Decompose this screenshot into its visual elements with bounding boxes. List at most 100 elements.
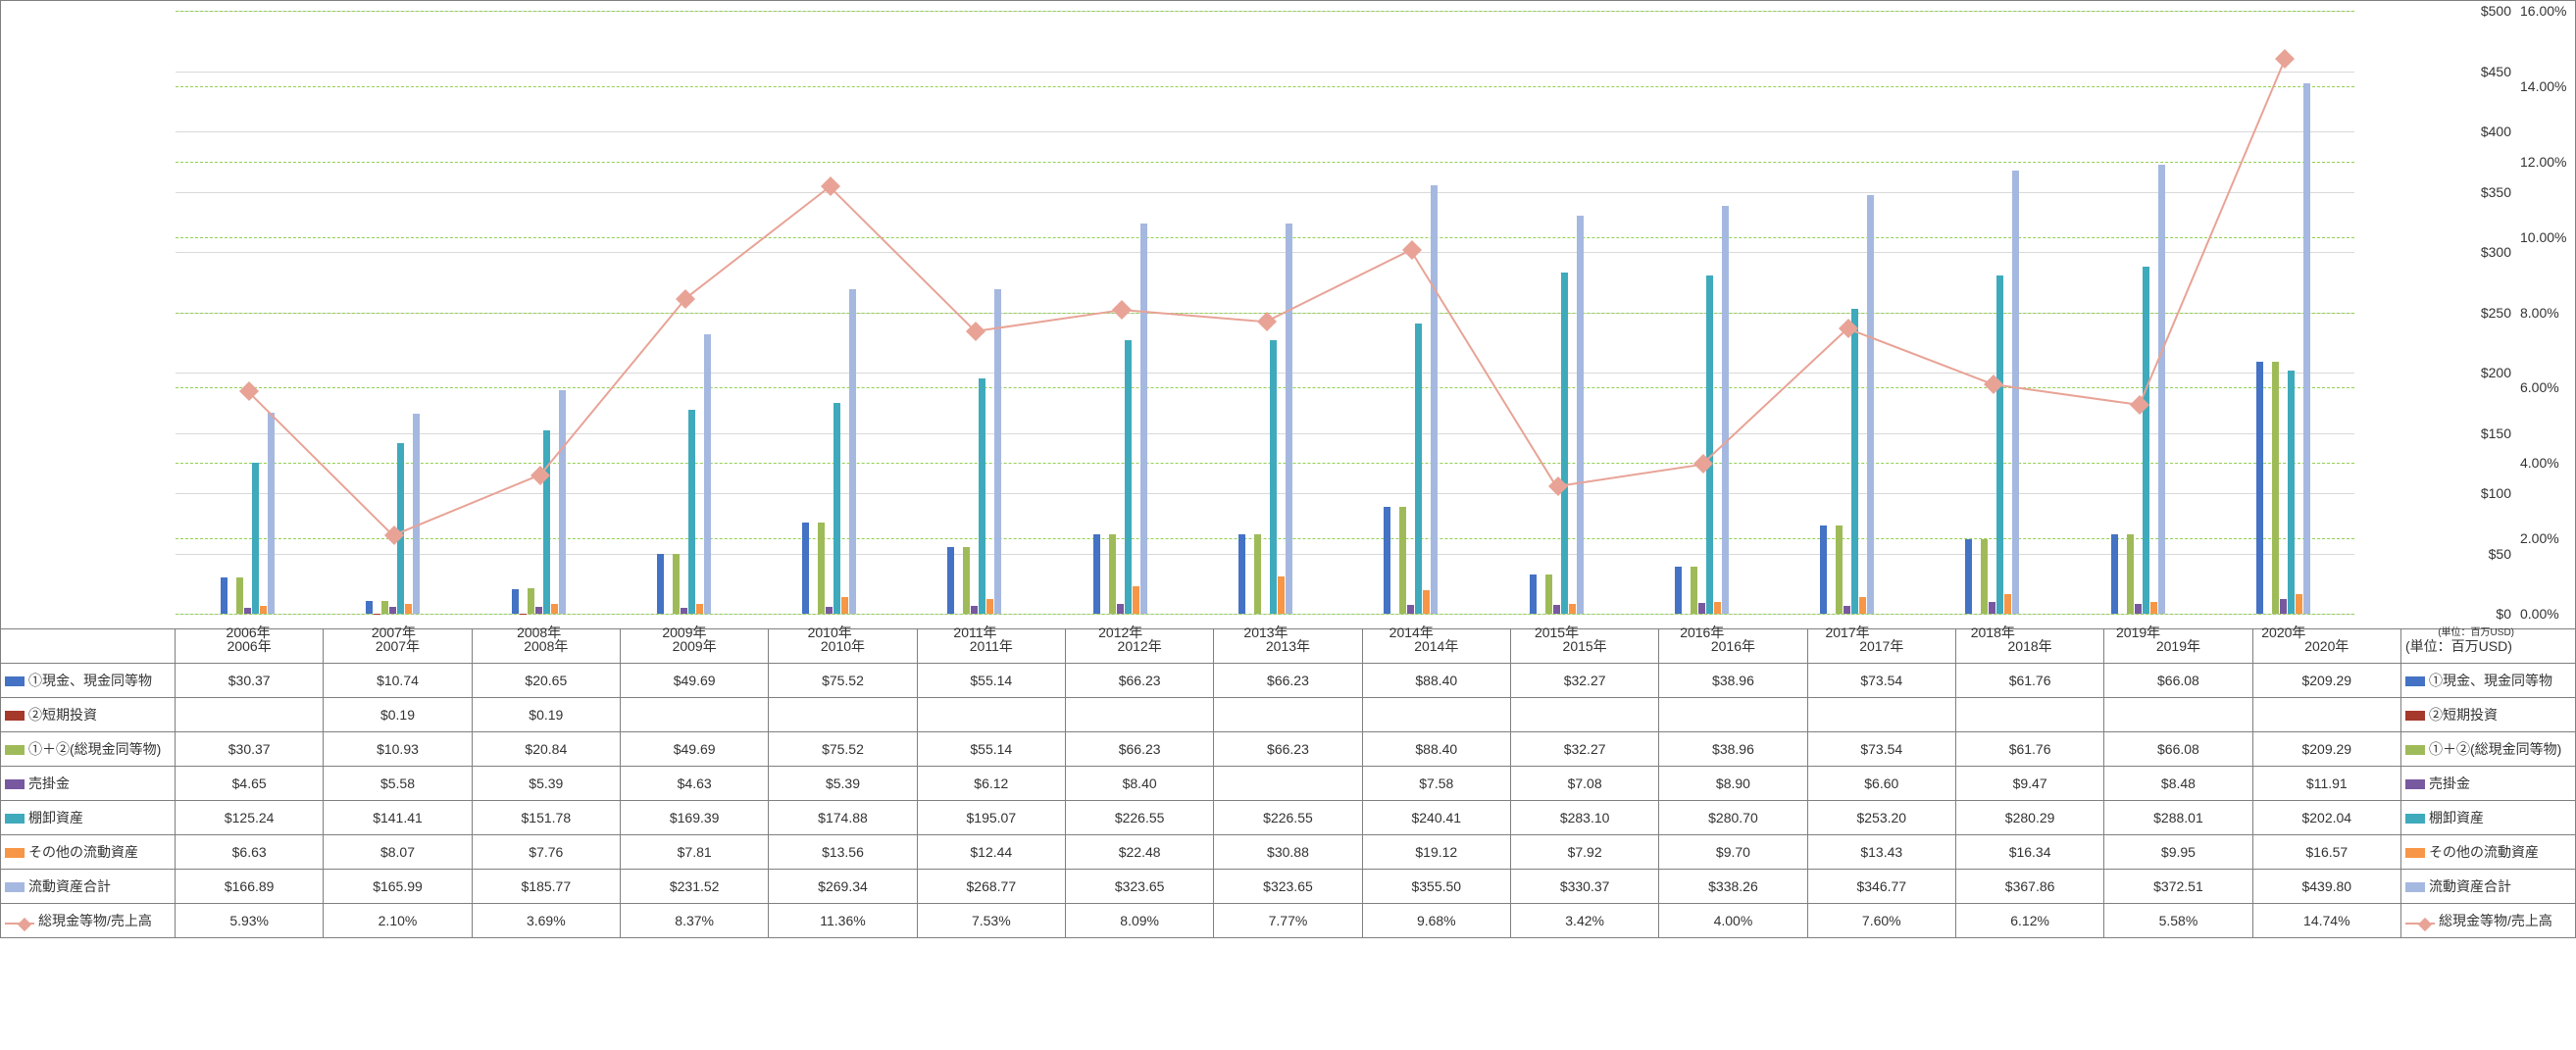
- bar-currenttotal: [704, 334, 711, 614]
- bar-inventory: [1996, 275, 2003, 614]
- bar-totalcash: [1254, 534, 1261, 614]
- bar-totalcash: [1399, 507, 1406, 614]
- row-header-shortinv: ②短期投資: [1, 698, 176, 732]
- table-cell: $323.65: [1065, 870, 1213, 904]
- bar-receivable: [1117, 604, 1124, 614]
- table-cell: $8.90: [1659, 767, 1807, 801]
- table-cell: $151.78: [472, 801, 620, 835]
- table-cell: $9.95: [2104, 835, 2252, 870]
- table-cell: 3.42%: [1510, 904, 1658, 938]
- x-axis-label: 2015年: [1484, 623, 1629, 642]
- table-cell: $288.01: [2104, 801, 2252, 835]
- bar-receivable: [826, 607, 833, 614]
- x-axis-label: 2008年: [467, 623, 612, 642]
- table-cell: [1214, 767, 1362, 801]
- ratio-marker: [2275, 50, 2295, 70]
- table-cell: [1214, 698, 1362, 732]
- table-cell: [1955, 698, 2103, 732]
- row-label: ②短期投資: [28, 707, 97, 723]
- table-cell: 4.00%: [1659, 904, 1807, 938]
- table-cell: $280.70: [1659, 801, 1807, 835]
- table-cell: [1065, 698, 1213, 732]
- table-cell: $372.51: [2104, 870, 2252, 904]
- bar-receivable: [389, 607, 396, 614]
- table-cell: [620, 698, 768, 732]
- bar-receivable: [1989, 602, 1995, 614]
- table-cell: 8.37%: [620, 904, 768, 938]
- bar-receivable: [1407, 605, 1414, 614]
- ratio-marker: [1112, 300, 1132, 320]
- table-cell: $6.63: [176, 835, 324, 870]
- table-cell: $9.70: [1659, 835, 1807, 870]
- bar-othercurrent: [1423, 590, 1430, 614]
- table-cell: $166.89: [176, 870, 324, 904]
- bar-receivable: [1698, 603, 1705, 614]
- row-label: 売掛金: [28, 775, 70, 791]
- table-cell: $323.65: [1214, 870, 1362, 904]
- bar-inventory: [1561, 273, 1568, 614]
- x-axis-label: 2009年: [612, 623, 757, 642]
- x-axis-labels: 2006年2007年2008年2009年2010年2011年2012年2013年…: [176, 628, 2354, 642]
- bar-inventory: [2288, 371, 2295, 615]
- row-label: 棚卸資産: [28, 810, 83, 825]
- x-axis-label: 2017年: [1775, 623, 1920, 642]
- table-cell: $346.77: [1807, 870, 1955, 904]
- table-cell: $13.56: [769, 835, 917, 870]
- row-label: 流動資産合計: [28, 878, 111, 894]
- bar-currenttotal: [994, 289, 1001, 614]
- y-axis-left: $0$50$100$150$200$250$300$350$400$450$50…: [2456, 11, 2515, 614]
- table-cell: [769, 698, 917, 732]
- bar-inventory: [397, 443, 404, 614]
- x-axis-label: 2007年: [321, 623, 466, 642]
- table-cell: $20.65: [472, 664, 620, 698]
- legend-totalcash: ①＋②(総現金同等物): [2401, 732, 2576, 767]
- table-cell: $11.91: [2252, 767, 2400, 801]
- bar-receivable: [1553, 605, 1560, 614]
- bar-inventory: [1415, 324, 1422, 614]
- bar-inventory: [252, 463, 259, 614]
- table-cell: $66.23: [1065, 732, 1213, 767]
- bar-cash: [1384, 507, 1390, 614]
- bar-othercurrent: [405, 604, 412, 614]
- row-header-ratio: 総現金等物/売上高: [1, 904, 176, 938]
- table-cell: $61.76: [1955, 732, 2103, 767]
- table-cell: $7.92: [1510, 835, 1658, 870]
- bar-othercurrent: [2296, 594, 2302, 614]
- table-cell: $8.40: [1065, 767, 1213, 801]
- bar-totalcash: [1981, 539, 1988, 614]
- bar-receivable: [244, 608, 251, 614]
- table-cell: $5.39: [472, 767, 620, 801]
- table-cell: 3.69%: [472, 904, 620, 938]
- bar-cash: [1238, 534, 1245, 614]
- bar-othercurrent: [986, 599, 993, 614]
- table-cell: [1362, 698, 1510, 732]
- table-cell: $8.48: [2104, 767, 2252, 801]
- bar-othercurrent: [1859, 597, 1866, 614]
- table-cell: $7.58: [1362, 767, 1510, 801]
- table-cell: $16.34: [1955, 835, 2103, 870]
- bar-cash: [947, 547, 954, 614]
- table-cell: $38.96: [1659, 664, 1807, 698]
- bar-currenttotal: [2012, 171, 2019, 614]
- bar-othercurrent: [551, 604, 558, 614]
- table-cell: $66.08: [2104, 664, 2252, 698]
- table-cell: $7.08: [1510, 767, 1658, 801]
- x-axis-label: 2006年: [176, 623, 321, 642]
- bar-cash: [2256, 362, 2263, 614]
- table-cell: 8.09%: [1065, 904, 1213, 938]
- table-cell: $12.44: [917, 835, 1065, 870]
- table-cell: $283.10: [1510, 801, 1658, 835]
- table-cell: 5.58%: [2104, 904, 2252, 938]
- x-axis-label: 2016年: [1630, 623, 1775, 642]
- bar-cash: [657, 554, 664, 614]
- table-cell: $6.12: [917, 767, 1065, 801]
- y-axis-right: 0.00%2.00%4.00%6.00%8.00%10.00%12.00%14.…: [2516, 11, 2575, 614]
- legend-cash: ①現金、現金同等物: [2401, 664, 2576, 698]
- table-cell: 9.68%: [1362, 904, 1510, 938]
- bar-totalcash: [2272, 362, 2279, 614]
- x-axis-label: 2012年: [1048, 623, 1193, 642]
- bar-totalcash: [673, 554, 680, 614]
- bar-receivable: [971, 606, 978, 614]
- bar-inventory: [833, 403, 840, 614]
- data-table: 2006年2007年2008年2009年2010年2011年2012年2013年…: [0, 628, 2576, 938]
